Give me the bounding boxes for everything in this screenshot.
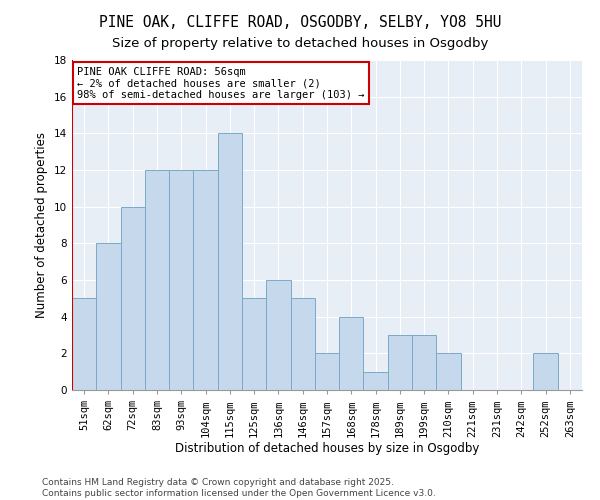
Text: Contains HM Land Registry data © Crown copyright and database right 2025.
Contai: Contains HM Land Registry data © Crown c… bbox=[42, 478, 436, 498]
Bar bbox=[169, 170, 193, 390]
Bar bbox=[412, 335, 436, 390]
Bar bbox=[290, 298, 315, 390]
Text: Size of property relative to detached houses in Osgodby: Size of property relative to detached ho… bbox=[112, 38, 488, 51]
Bar bbox=[388, 335, 412, 390]
Bar bbox=[315, 354, 339, 390]
Bar bbox=[266, 280, 290, 390]
Bar bbox=[193, 170, 218, 390]
Bar bbox=[436, 354, 461, 390]
Text: PINE OAK CLIFFE ROAD: 56sqm
← 2% of detached houses are smaller (2)
98% of semi-: PINE OAK CLIFFE ROAD: 56sqm ← 2% of deta… bbox=[77, 66, 365, 100]
X-axis label: Distribution of detached houses by size in Osgodby: Distribution of detached houses by size … bbox=[175, 442, 479, 455]
Bar bbox=[533, 354, 558, 390]
Bar bbox=[121, 206, 145, 390]
Bar bbox=[72, 298, 96, 390]
Y-axis label: Number of detached properties: Number of detached properties bbox=[35, 132, 49, 318]
Bar bbox=[339, 316, 364, 390]
Text: PINE OAK, CLIFFE ROAD, OSGODBY, SELBY, YO8 5HU: PINE OAK, CLIFFE ROAD, OSGODBY, SELBY, Y… bbox=[99, 15, 501, 30]
Bar bbox=[242, 298, 266, 390]
Bar bbox=[218, 134, 242, 390]
Bar bbox=[364, 372, 388, 390]
Bar bbox=[96, 244, 121, 390]
Bar bbox=[145, 170, 169, 390]
